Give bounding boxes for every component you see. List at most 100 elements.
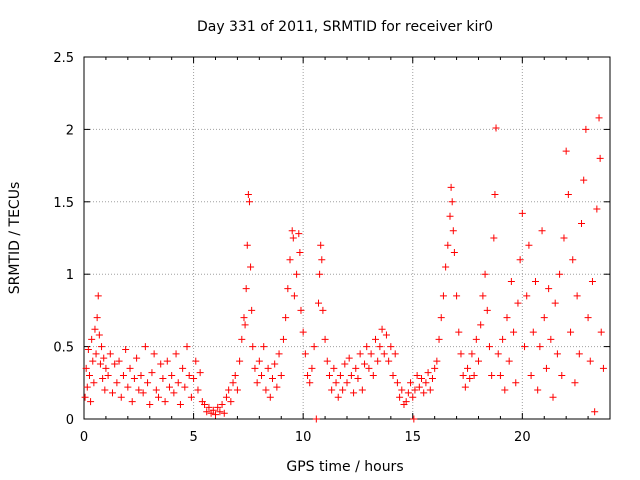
data-point bbox=[119, 372, 127, 380]
data-point bbox=[562, 147, 570, 155]
data-point bbox=[260, 343, 268, 351]
data-point bbox=[144, 379, 152, 387]
data-point bbox=[102, 364, 110, 372]
data-point bbox=[341, 360, 349, 368]
data-point bbox=[571, 379, 579, 387]
data-point bbox=[378, 325, 386, 333]
data-point bbox=[87, 398, 95, 406]
data-point bbox=[428, 374, 436, 382]
data-point bbox=[411, 386, 419, 394]
data-point bbox=[410, 415, 418, 423]
y-tick-label: 1 bbox=[66, 268, 74, 283]
data-point bbox=[268, 374, 276, 382]
data-point bbox=[146, 401, 154, 409]
data-point bbox=[325, 372, 333, 380]
data-point bbox=[418, 374, 426, 382]
data-point bbox=[249, 343, 257, 351]
data-point bbox=[203, 408, 211, 416]
data-point bbox=[376, 343, 384, 351]
data-point bbox=[196, 369, 204, 377]
data-point bbox=[453, 292, 461, 300]
y-tick-label: 1.5 bbox=[53, 196, 74, 211]
data-point bbox=[595, 114, 603, 122]
data-point bbox=[92, 350, 100, 358]
data-point bbox=[435, 335, 443, 343]
data-point bbox=[231, 372, 239, 380]
data-point bbox=[490, 234, 498, 242]
data-point bbox=[319, 306, 327, 314]
data-point bbox=[159, 374, 167, 382]
data-point bbox=[108, 389, 116, 397]
data-point bbox=[424, 369, 432, 377]
data-point bbox=[439, 292, 447, 300]
data-point bbox=[310, 343, 318, 351]
data-point bbox=[488, 372, 496, 380]
data-point bbox=[468, 350, 476, 358]
data-point bbox=[273, 383, 281, 391]
data-points bbox=[81, 114, 607, 423]
data-point bbox=[262, 386, 270, 394]
data-point bbox=[396, 393, 404, 401]
data-point bbox=[380, 350, 388, 358]
data-point bbox=[336, 372, 344, 380]
data-point bbox=[106, 350, 114, 358]
data-point bbox=[334, 393, 342, 401]
data-point bbox=[179, 364, 187, 372]
data-point bbox=[358, 386, 366, 394]
data-point bbox=[111, 360, 119, 368]
plot-frame bbox=[83, 56, 611, 420]
data-point bbox=[464, 364, 472, 372]
data-point bbox=[277, 372, 285, 380]
data-point bbox=[304, 372, 312, 380]
data-point bbox=[238, 335, 246, 343]
data-point bbox=[157, 360, 165, 368]
x-tick-label: 10 bbox=[295, 430, 312, 445]
data-point bbox=[564, 191, 572, 199]
data-point bbox=[308, 364, 316, 372]
x-tick-label: 15 bbox=[404, 430, 421, 445]
x-tick-label: 5 bbox=[189, 430, 197, 445]
data-point bbox=[133, 354, 141, 362]
data-point bbox=[93, 314, 101, 322]
data-point bbox=[578, 220, 586, 228]
x-tick-label: 20 bbox=[514, 430, 531, 445]
data-point bbox=[352, 364, 360, 372]
data-point bbox=[96, 360, 104, 368]
data-point bbox=[387, 343, 395, 351]
data-point bbox=[301, 350, 309, 358]
data-point bbox=[332, 379, 340, 387]
data-point bbox=[243, 241, 251, 249]
data-point bbox=[525, 241, 533, 249]
data-point bbox=[163, 357, 171, 365]
data-point bbox=[83, 383, 91, 391]
data-point bbox=[89, 357, 97, 365]
data-point bbox=[371, 335, 379, 343]
data-point bbox=[275, 350, 283, 358]
data-point bbox=[141, 343, 149, 351]
data-point bbox=[391, 350, 399, 358]
data-point bbox=[545, 285, 553, 293]
data-point bbox=[367, 350, 375, 358]
data-point bbox=[229, 379, 237, 387]
data-point bbox=[459, 372, 467, 380]
data-point bbox=[293, 270, 301, 278]
data-point bbox=[104, 372, 112, 380]
data-point bbox=[483, 306, 491, 314]
data-point bbox=[288, 227, 296, 235]
data-point bbox=[374, 357, 382, 365]
data-point bbox=[95, 331, 103, 339]
data-point bbox=[599, 364, 607, 372]
data-point bbox=[295, 230, 303, 238]
data-point bbox=[212, 411, 219, 419]
data-point bbox=[148, 369, 156, 377]
data-point bbox=[286, 256, 294, 264]
chart-title: Day 331 of 2011, SRMTID for receiver kir… bbox=[197, 19, 493, 35]
data-point bbox=[536, 343, 544, 351]
data-point bbox=[216, 408, 224, 416]
data-point bbox=[584, 314, 592, 322]
data-point bbox=[248, 306, 256, 314]
data-point bbox=[172, 350, 180, 358]
data-point bbox=[247, 263, 255, 271]
data-point bbox=[485, 343, 493, 351]
